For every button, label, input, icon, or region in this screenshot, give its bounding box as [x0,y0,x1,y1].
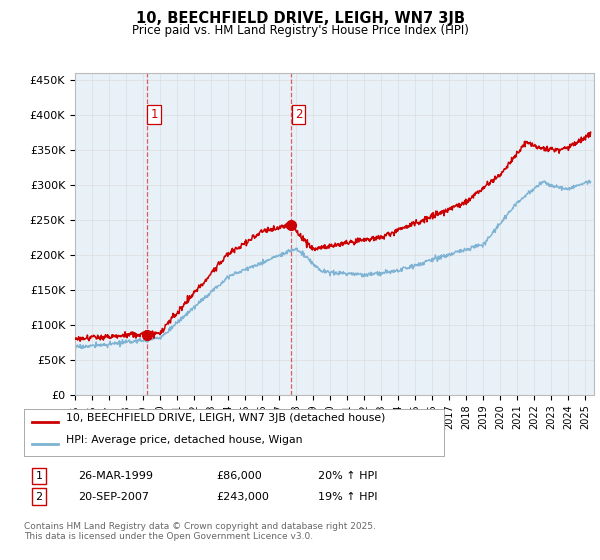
Text: 19% ↑ HPI: 19% ↑ HPI [318,492,377,502]
Text: 2: 2 [35,492,43,502]
Text: £86,000: £86,000 [216,471,262,481]
Text: 10, BEECHFIELD DRIVE, LEIGH, WN7 3JB: 10, BEECHFIELD DRIVE, LEIGH, WN7 3JB [136,11,464,26]
Text: 10, BEECHFIELD DRIVE, LEIGH, WN7 3JB (detached house): 10, BEECHFIELD DRIVE, LEIGH, WN7 3JB (de… [66,413,385,423]
Text: 1: 1 [35,471,43,481]
Text: 26-MAR-1999: 26-MAR-1999 [78,471,153,481]
Text: 2: 2 [295,108,302,121]
Text: 20-SEP-2007: 20-SEP-2007 [78,492,149,502]
Text: Contains HM Land Registry data © Crown copyright and database right 2025.
This d: Contains HM Land Registry data © Crown c… [24,522,376,542]
Text: 20% ↑ HPI: 20% ↑ HPI [318,471,377,481]
Text: HPI: Average price, detached house, Wigan: HPI: Average price, detached house, Wiga… [66,435,302,445]
Text: Price paid vs. HM Land Registry's House Price Index (HPI): Price paid vs. HM Land Registry's House … [131,24,469,36]
Text: £243,000: £243,000 [216,492,269,502]
Text: 1: 1 [151,108,158,121]
